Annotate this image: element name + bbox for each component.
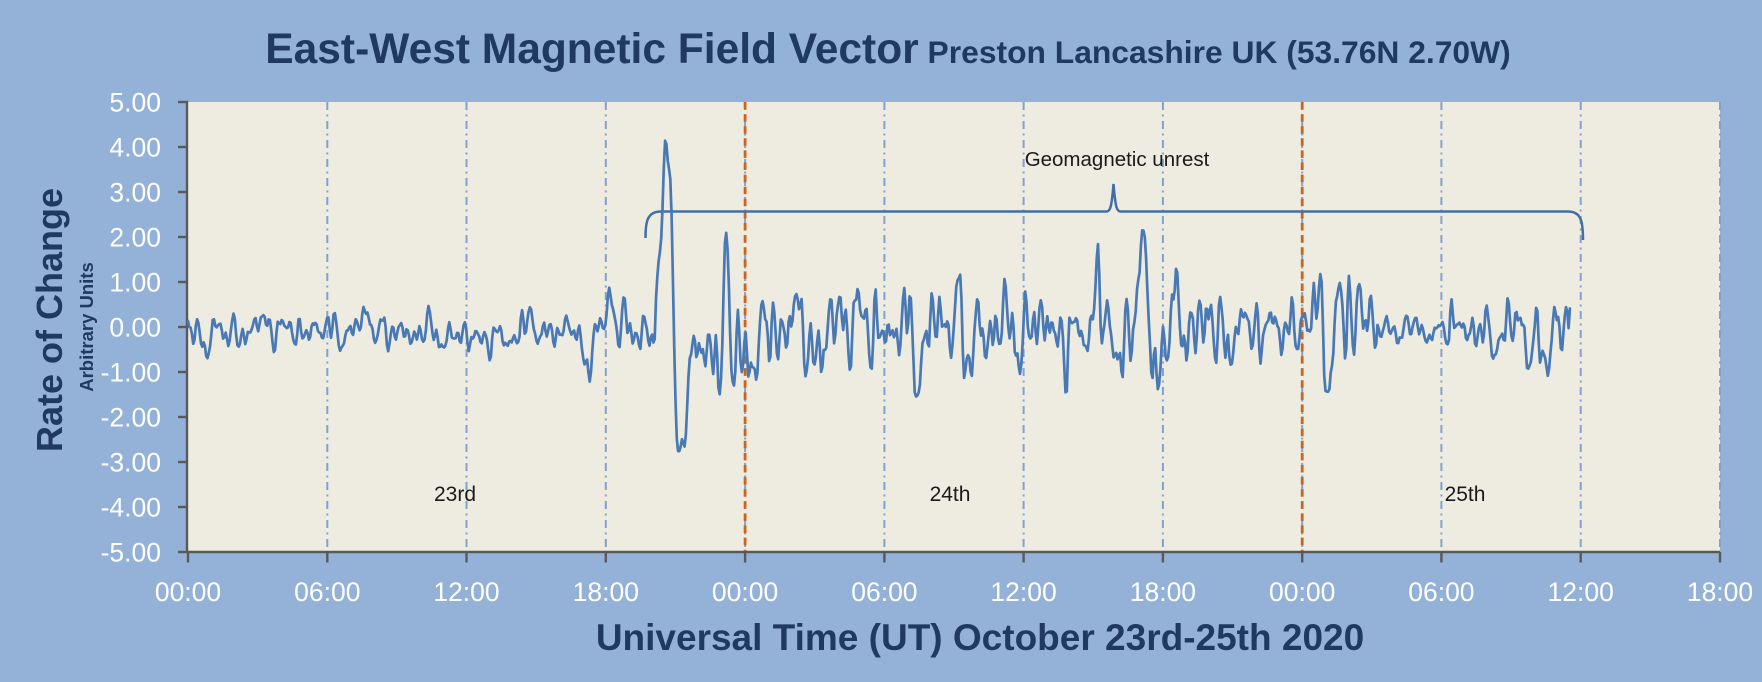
svg-text:12:00: 12:00 <box>990 577 1056 607</box>
svg-text:06:00: 06:00 <box>851 577 917 607</box>
svg-text:06:00: 06:00 <box>1408 577 1474 607</box>
svg-text:-1.00: -1.00 <box>101 358 161 388</box>
svg-text:-4.00: -4.00 <box>101 493 161 523</box>
svg-text:18:00: 18:00 <box>573 577 639 607</box>
svg-text:Geomagnetic unrest: Geomagnetic unrest <box>1025 148 1210 171</box>
svg-text:00:00: 00:00 <box>155 577 221 607</box>
svg-text:3.00: 3.00 <box>109 178 161 208</box>
svg-text:25th: 25th <box>1445 483 1486 506</box>
svg-text:2.00: 2.00 <box>109 223 161 253</box>
svg-text:1.00: 1.00 <box>109 268 161 298</box>
svg-text:23rd: 23rd <box>434 483 476 506</box>
svg-text:4.00: 4.00 <box>109 133 161 163</box>
svg-text:12:00: 12:00 <box>433 577 499 607</box>
svg-text:0.00: 0.00 <box>109 313 161 343</box>
svg-text:-3.00: -3.00 <box>101 448 161 478</box>
svg-text:24th: 24th <box>930 483 971 506</box>
svg-text:12:00: 12:00 <box>1548 577 1614 607</box>
svg-text:Arbitrary Units: Arbitrary Units <box>76 262 97 392</box>
svg-text:5.00: 5.00 <box>109 88 161 118</box>
svg-text:18:00: 18:00 <box>1687 577 1753 607</box>
svg-text:Rate of Change: Rate of Change <box>29 188 70 452</box>
svg-text:18:00: 18:00 <box>1130 577 1196 607</box>
svg-text:Universal Time (UT) October 23: Universal Time (UT) October 23rd-25th 20… <box>596 617 1364 658</box>
svg-text:00:00: 00:00 <box>712 577 778 607</box>
svg-text:East-West Magnetic Field Vecto: East-West Magnetic Field Vector Preston … <box>265 26 1510 73</box>
svg-text:-5.00: -5.00 <box>101 538 161 568</box>
svg-text:-2.00: -2.00 <box>101 403 161 433</box>
svg-text:06:00: 06:00 <box>294 577 360 607</box>
svg-text:00:00: 00:00 <box>1269 577 1335 607</box>
